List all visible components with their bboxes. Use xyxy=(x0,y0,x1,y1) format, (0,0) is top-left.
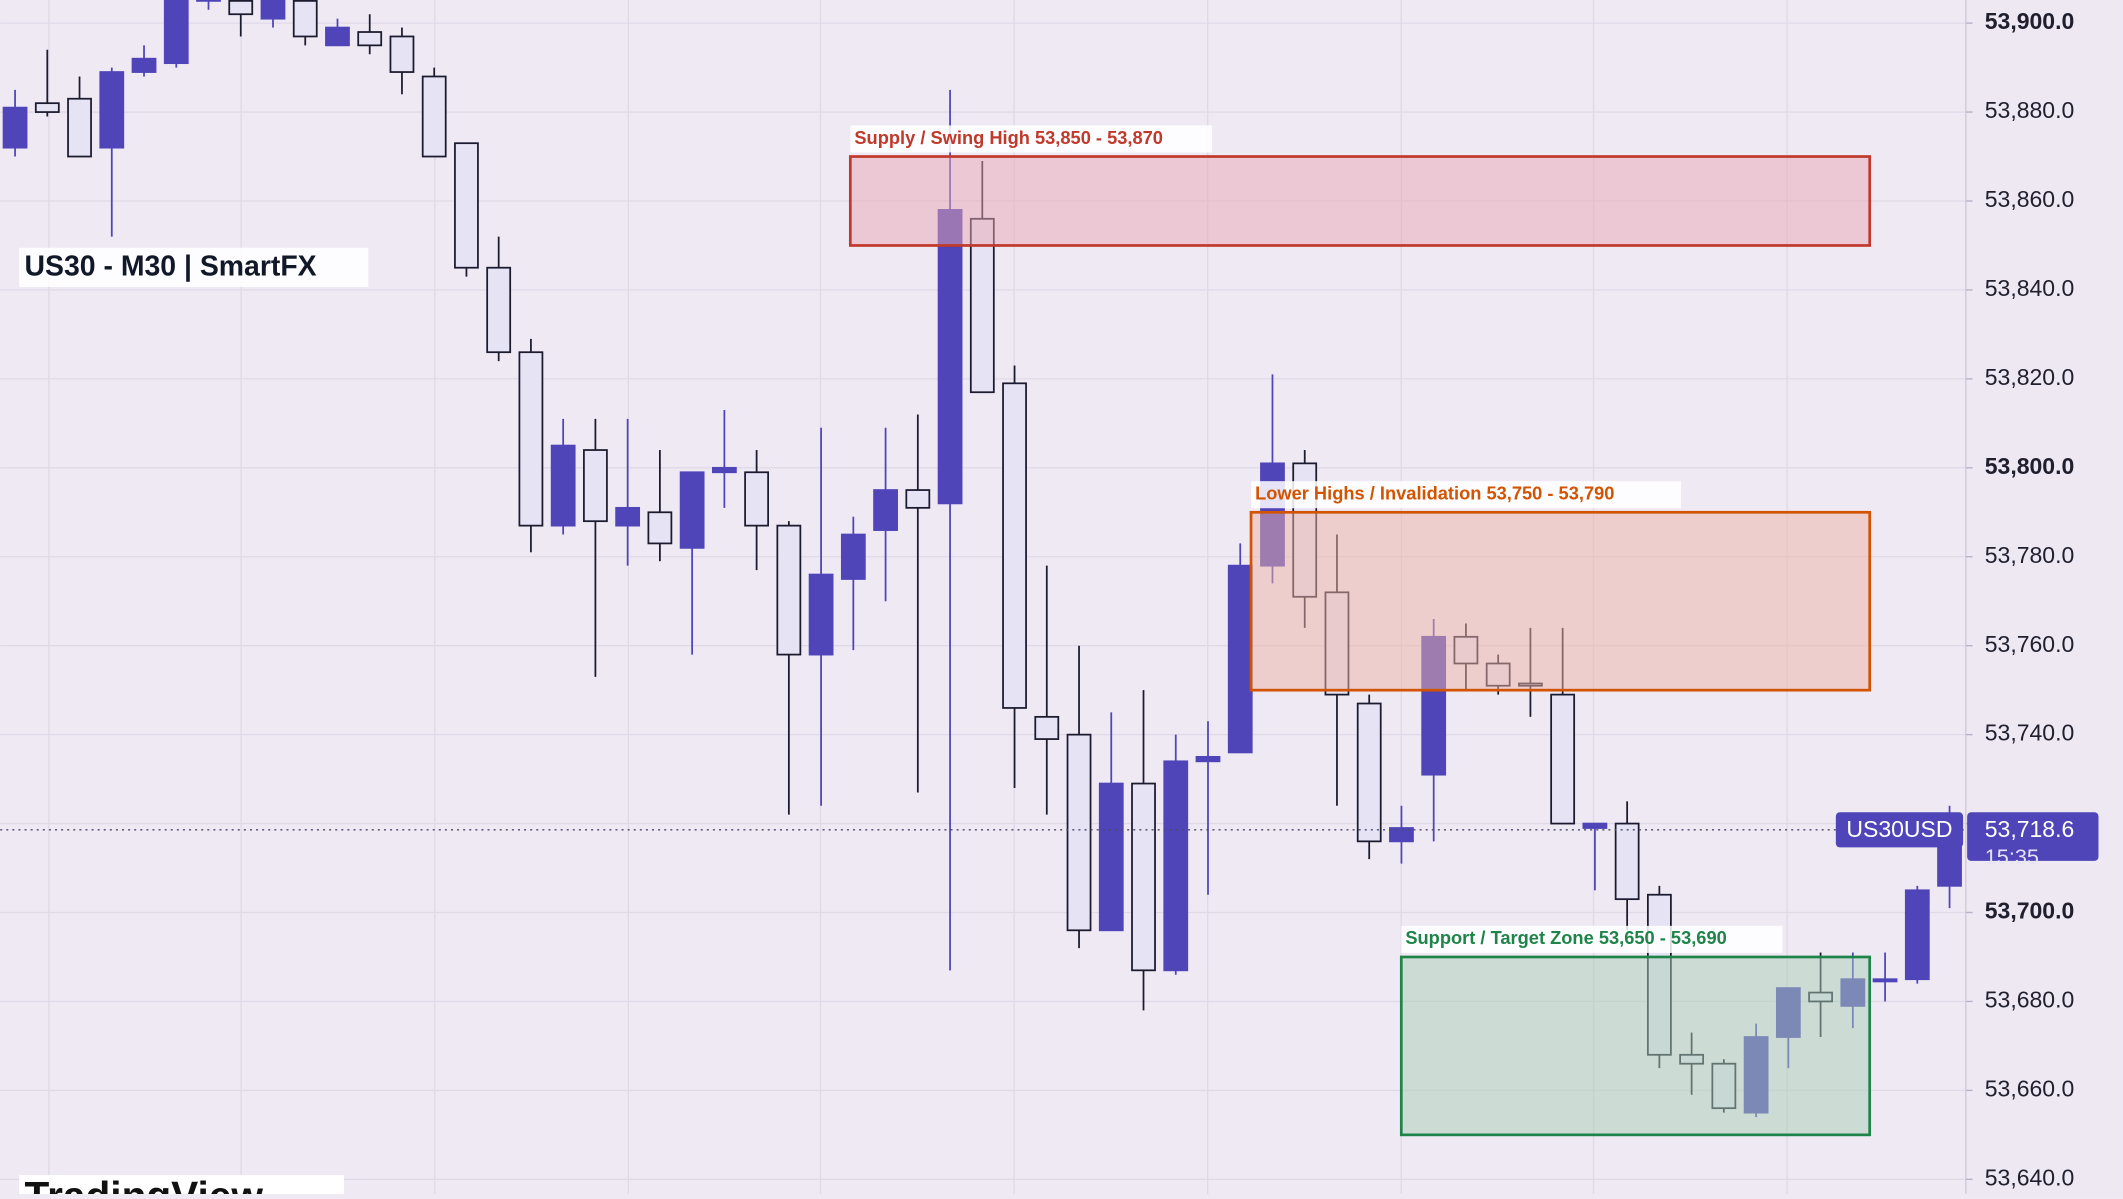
y-tick-label: 53,700.0 xyxy=(1985,898,2075,924)
candle-body xyxy=(840,533,866,580)
candle-body xyxy=(1389,827,1414,843)
candle-body xyxy=(711,466,737,474)
y-tick-label: 53,640.0 xyxy=(1985,1164,2075,1190)
candle-body xyxy=(808,573,834,656)
candle-body xyxy=(454,142,479,269)
y-tick-label: 53,740.0 xyxy=(1985,720,2075,746)
symbol-tag xyxy=(1835,812,1964,848)
candle-body xyxy=(776,524,802,656)
y-tick-label: 53,880.0 xyxy=(1985,97,2075,123)
candle-body xyxy=(937,209,963,505)
brand-background xyxy=(19,1175,345,1199)
y-tick-label: 53,780.0 xyxy=(1985,542,2075,568)
zone-label: Supply / Swing High 53,850 - 53,870 xyxy=(854,127,1163,148)
candle-body xyxy=(67,97,92,158)
candle-body xyxy=(2,106,28,149)
candle-body xyxy=(744,471,770,527)
zone-label-background xyxy=(1401,925,1783,953)
candle-body xyxy=(163,0,189,65)
candle-body xyxy=(1131,782,1156,972)
candle-body xyxy=(583,449,608,523)
zone-label: Lower Highs / Invalidation 53,750 - 53,7… xyxy=(1255,483,1614,504)
y-tick-label: 53,900.0 xyxy=(1985,8,2075,34)
y-tick-label: 53,860.0 xyxy=(1985,186,2075,212)
candle-body xyxy=(131,57,157,73)
candle-body xyxy=(1356,702,1382,843)
candle-body xyxy=(1614,822,1640,901)
zone xyxy=(1249,510,1872,692)
y-tick-label: 53,800.0 xyxy=(1985,453,2075,479)
candle-body xyxy=(1034,715,1060,740)
candle-body xyxy=(1098,782,1124,932)
zone xyxy=(848,155,1872,247)
candle-body xyxy=(228,0,254,16)
zone-label: Support / Target Zone 53,650 - 53,690 xyxy=(1405,927,1726,948)
chart-title: US30 - M30 | SmartFX xyxy=(25,251,317,283)
candle-body xyxy=(260,0,286,20)
candle-body xyxy=(357,31,383,47)
brand-logo: TradingView xyxy=(25,1173,264,1194)
candle-body xyxy=(1163,760,1189,972)
candle-body xyxy=(873,489,898,531)
candle-body xyxy=(615,506,641,527)
candle-body xyxy=(292,0,318,38)
y-tick-label: 53,840.0 xyxy=(1985,275,2075,301)
zone-label-background xyxy=(1251,481,1681,509)
y-tick-label: 53,760.0 xyxy=(1985,631,2075,657)
candle-body xyxy=(1904,889,1930,981)
axis-background xyxy=(1965,0,2123,1194)
price-tag xyxy=(1967,812,2099,861)
candle-body xyxy=(1002,382,1027,709)
candle-body xyxy=(1582,822,1608,829)
symbol-label: US30USD xyxy=(1846,816,1952,842)
candle-body xyxy=(1066,733,1092,932)
y-tick-label: 53,820.0 xyxy=(1985,364,2075,390)
candle-body xyxy=(550,444,576,527)
candle-body xyxy=(99,71,125,149)
last-price-label: 53,718.6 xyxy=(1985,816,2075,842)
candle-body xyxy=(1195,755,1221,763)
y-tick-label: 53,680.0 xyxy=(1985,987,2075,1013)
countdown-label: 15:35 xyxy=(1985,844,2039,869)
candle-body xyxy=(679,471,705,549)
candle-body xyxy=(518,351,544,527)
candle-body xyxy=(34,102,60,113)
candle-body xyxy=(421,75,447,158)
title-background xyxy=(19,247,369,287)
candle-body xyxy=(486,266,512,354)
candle-body xyxy=(1227,564,1253,754)
candle-body xyxy=(389,35,415,73)
candle-body xyxy=(905,489,931,509)
candle-body xyxy=(1872,978,1898,983)
candle-body xyxy=(325,26,350,47)
y-tick-label: 53,660.0 xyxy=(1985,1075,2075,1101)
candle-body xyxy=(196,0,221,2)
zone xyxy=(1399,955,1872,1137)
candle-body xyxy=(647,511,673,545)
zone-label-background xyxy=(850,125,1213,153)
candle-body xyxy=(1550,693,1576,825)
